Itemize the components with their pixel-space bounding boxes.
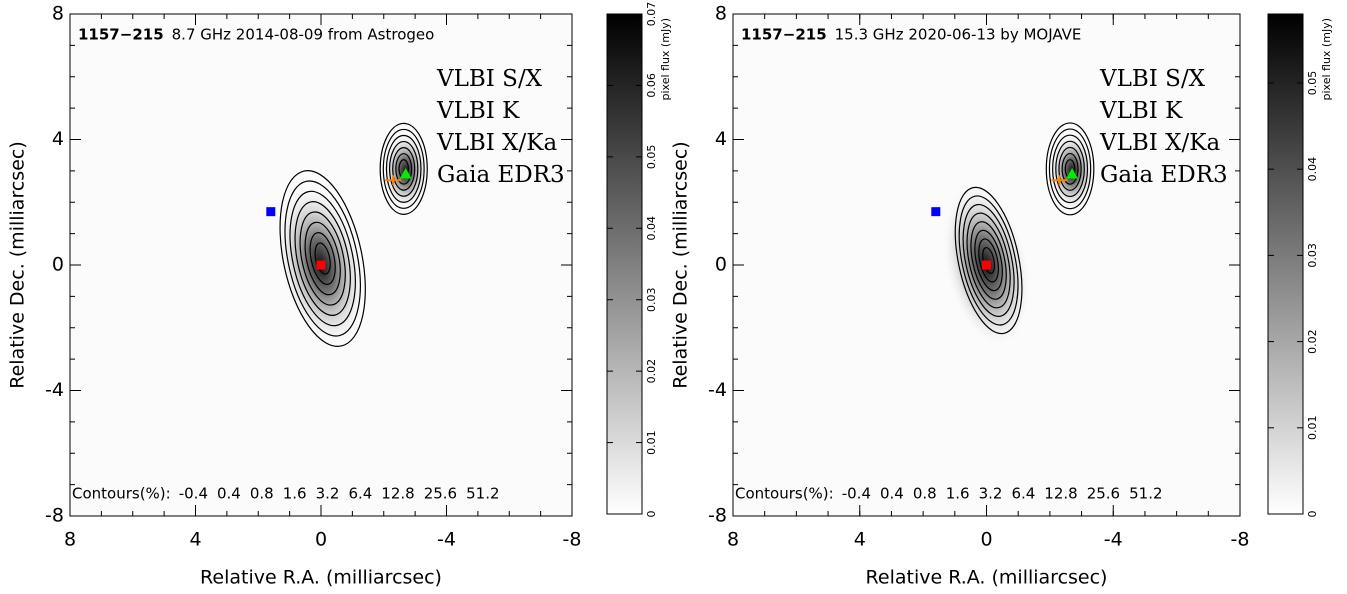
contour-level: 1.6	[283, 485, 307, 503]
legend-entry: VLBI K	[1099, 98, 1183, 124]
legend-entry: Gaia EDR3	[1100, 162, 1228, 188]
y-tick-label: -4	[708, 379, 727, 401]
marker	[983, 261, 991, 269]
figure: 8 4 0 -4 -8 -8 -4 0 4 8 Relative R.A. (milliarcsec…	[0, 0, 1347, 594]
contours-label: Contours(%):	[735, 485, 834, 503]
y-tick-label: 4	[715, 128, 727, 150]
legend-entry: VLBI X/Ka	[436, 130, 557, 156]
contour-level: 0.4	[880, 485, 904, 503]
marker	[317, 261, 325, 269]
chart-title: 1157−215	[741, 26, 827, 44]
x-tick-label: 0	[980, 529, 992, 551]
x-axis-label: Relative R.A. (milliarcsec)	[866, 567, 1108, 589]
colorbar-tick-label: 0.01	[1306, 416, 1319, 441]
y-tick-label: 0	[52, 254, 64, 276]
chart-subtitle: 15.3 GHz 2020-06-13 by MOJAVE	[835, 26, 1082, 44]
contour-level: 6.4	[348, 485, 372, 503]
contour-level: 0.4	[217, 485, 241, 503]
colorbar-tick-label: 0.04	[1306, 157, 1319, 182]
contour-level: 51.2	[1129, 485, 1162, 503]
contour-level: 12.8	[381, 485, 414, 503]
colorbar-tick-label: 0.05	[645, 145, 658, 170]
contour-level: 3.2	[979, 485, 1003, 503]
legend-entry: Gaia EDR3	[437, 162, 565, 188]
x-tick-label: -8	[1231, 529, 1250, 551]
x-tick-label: 0	[315, 529, 327, 551]
colorbar-tick-label: 0.05	[1306, 71, 1319, 96]
colorbar	[1268, 14, 1303, 514]
y-axis-label: Relative Dec. (milliarcsec)	[7, 141, 29, 388]
x-tick-label: 4	[189, 529, 201, 551]
colorbar-tick-label: 0.04	[645, 216, 658, 241]
x-tick-label: -4	[437, 529, 456, 551]
colorbar-tick-label: 0.07	[645, 2, 658, 27]
contour-level: 6.4	[1011, 485, 1035, 503]
colorbar-label: pixel flux (mJy)	[1320, 18, 1333, 101]
chart-subtitle: 8.7 GHz 2014-08-09 from Astrogeo	[172, 26, 435, 44]
colorbar-label: pixel flux (mJy)	[659, 18, 672, 101]
chart-title: 1157−215	[78, 26, 164, 44]
y-axis-label: Relative Dec. (milliarcsec)	[670, 141, 692, 388]
marker	[932, 208, 940, 216]
y-tick-label: 8	[52, 3, 64, 25]
colorbar-tick-label: 0.03	[645, 287, 658, 312]
contour-level: 0.8	[913, 485, 937, 503]
x-tick-label: -4	[1104, 529, 1123, 551]
x-axis-label: Relative R.A. (milliarcsec)	[200, 567, 442, 589]
contour-level: 1.6	[946, 485, 970, 503]
colorbar-tick-label: 0.03	[1306, 243, 1319, 268]
contour-level: -0.4	[179, 485, 208, 503]
legend-entry: VLBI S/X	[436, 66, 543, 92]
contour-level: 3.2	[316, 485, 340, 503]
y-tick-label: 4	[52, 128, 64, 150]
panel: 8 4 0 -4 -8 -8 -4 0 4 8 Relative R.A. (milliarcsec…	[7, 2, 673, 589]
y-tick-label: -8	[708, 505, 727, 527]
contours-label: Contours(%):	[72, 485, 171, 503]
colorbar-tick-label: 0.02	[1306, 329, 1319, 354]
marker	[267, 208, 275, 216]
colorbar-tick-label: 0.06	[645, 73, 658, 98]
colorbar-tick-label: 0	[645, 511, 658, 518]
y-tick-label: -8	[45, 505, 64, 527]
contour-level: 25.6	[1087, 485, 1120, 503]
panel: 8 4 0 -4 -8 -8 -4 0 4 8 Relative R.A. (milliarcsec…	[670, 3, 1334, 589]
contour-level: 25.6	[424, 485, 457, 503]
contour-level: 51.2	[466, 485, 499, 503]
x-tick-label: 8	[64, 529, 76, 551]
colorbar-tick-label: 0	[1306, 511, 1319, 518]
x-tick-label: 8	[727, 529, 739, 551]
x-tick-label: 4	[854, 529, 866, 551]
y-tick-label: 0	[715, 254, 727, 276]
y-tick-label: 8	[715, 3, 727, 25]
legend-entry: VLBI K	[436, 98, 520, 124]
contour-level: 0.8	[250, 485, 274, 503]
colorbar	[607, 14, 642, 514]
y-tick-label: -4	[45, 379, 64, 401]
legend-entry: VLBI S/X	[1099, 66, 1206, 92]
colorbar-tick-label: 0.01	[645, 430, 658, 455]
contour-level: 12.8	[1044, 485, 1077, 503]
colorbar-tick-label: 0.02	[645, 359, 658, 384]
legend-entry: VLBI X/Ka	[1099, 130, 1220, 156]
x-tick-label: -8	[563, 529, 582, 551]
contour-level: -0.4	[842, 485, 871, 503]
